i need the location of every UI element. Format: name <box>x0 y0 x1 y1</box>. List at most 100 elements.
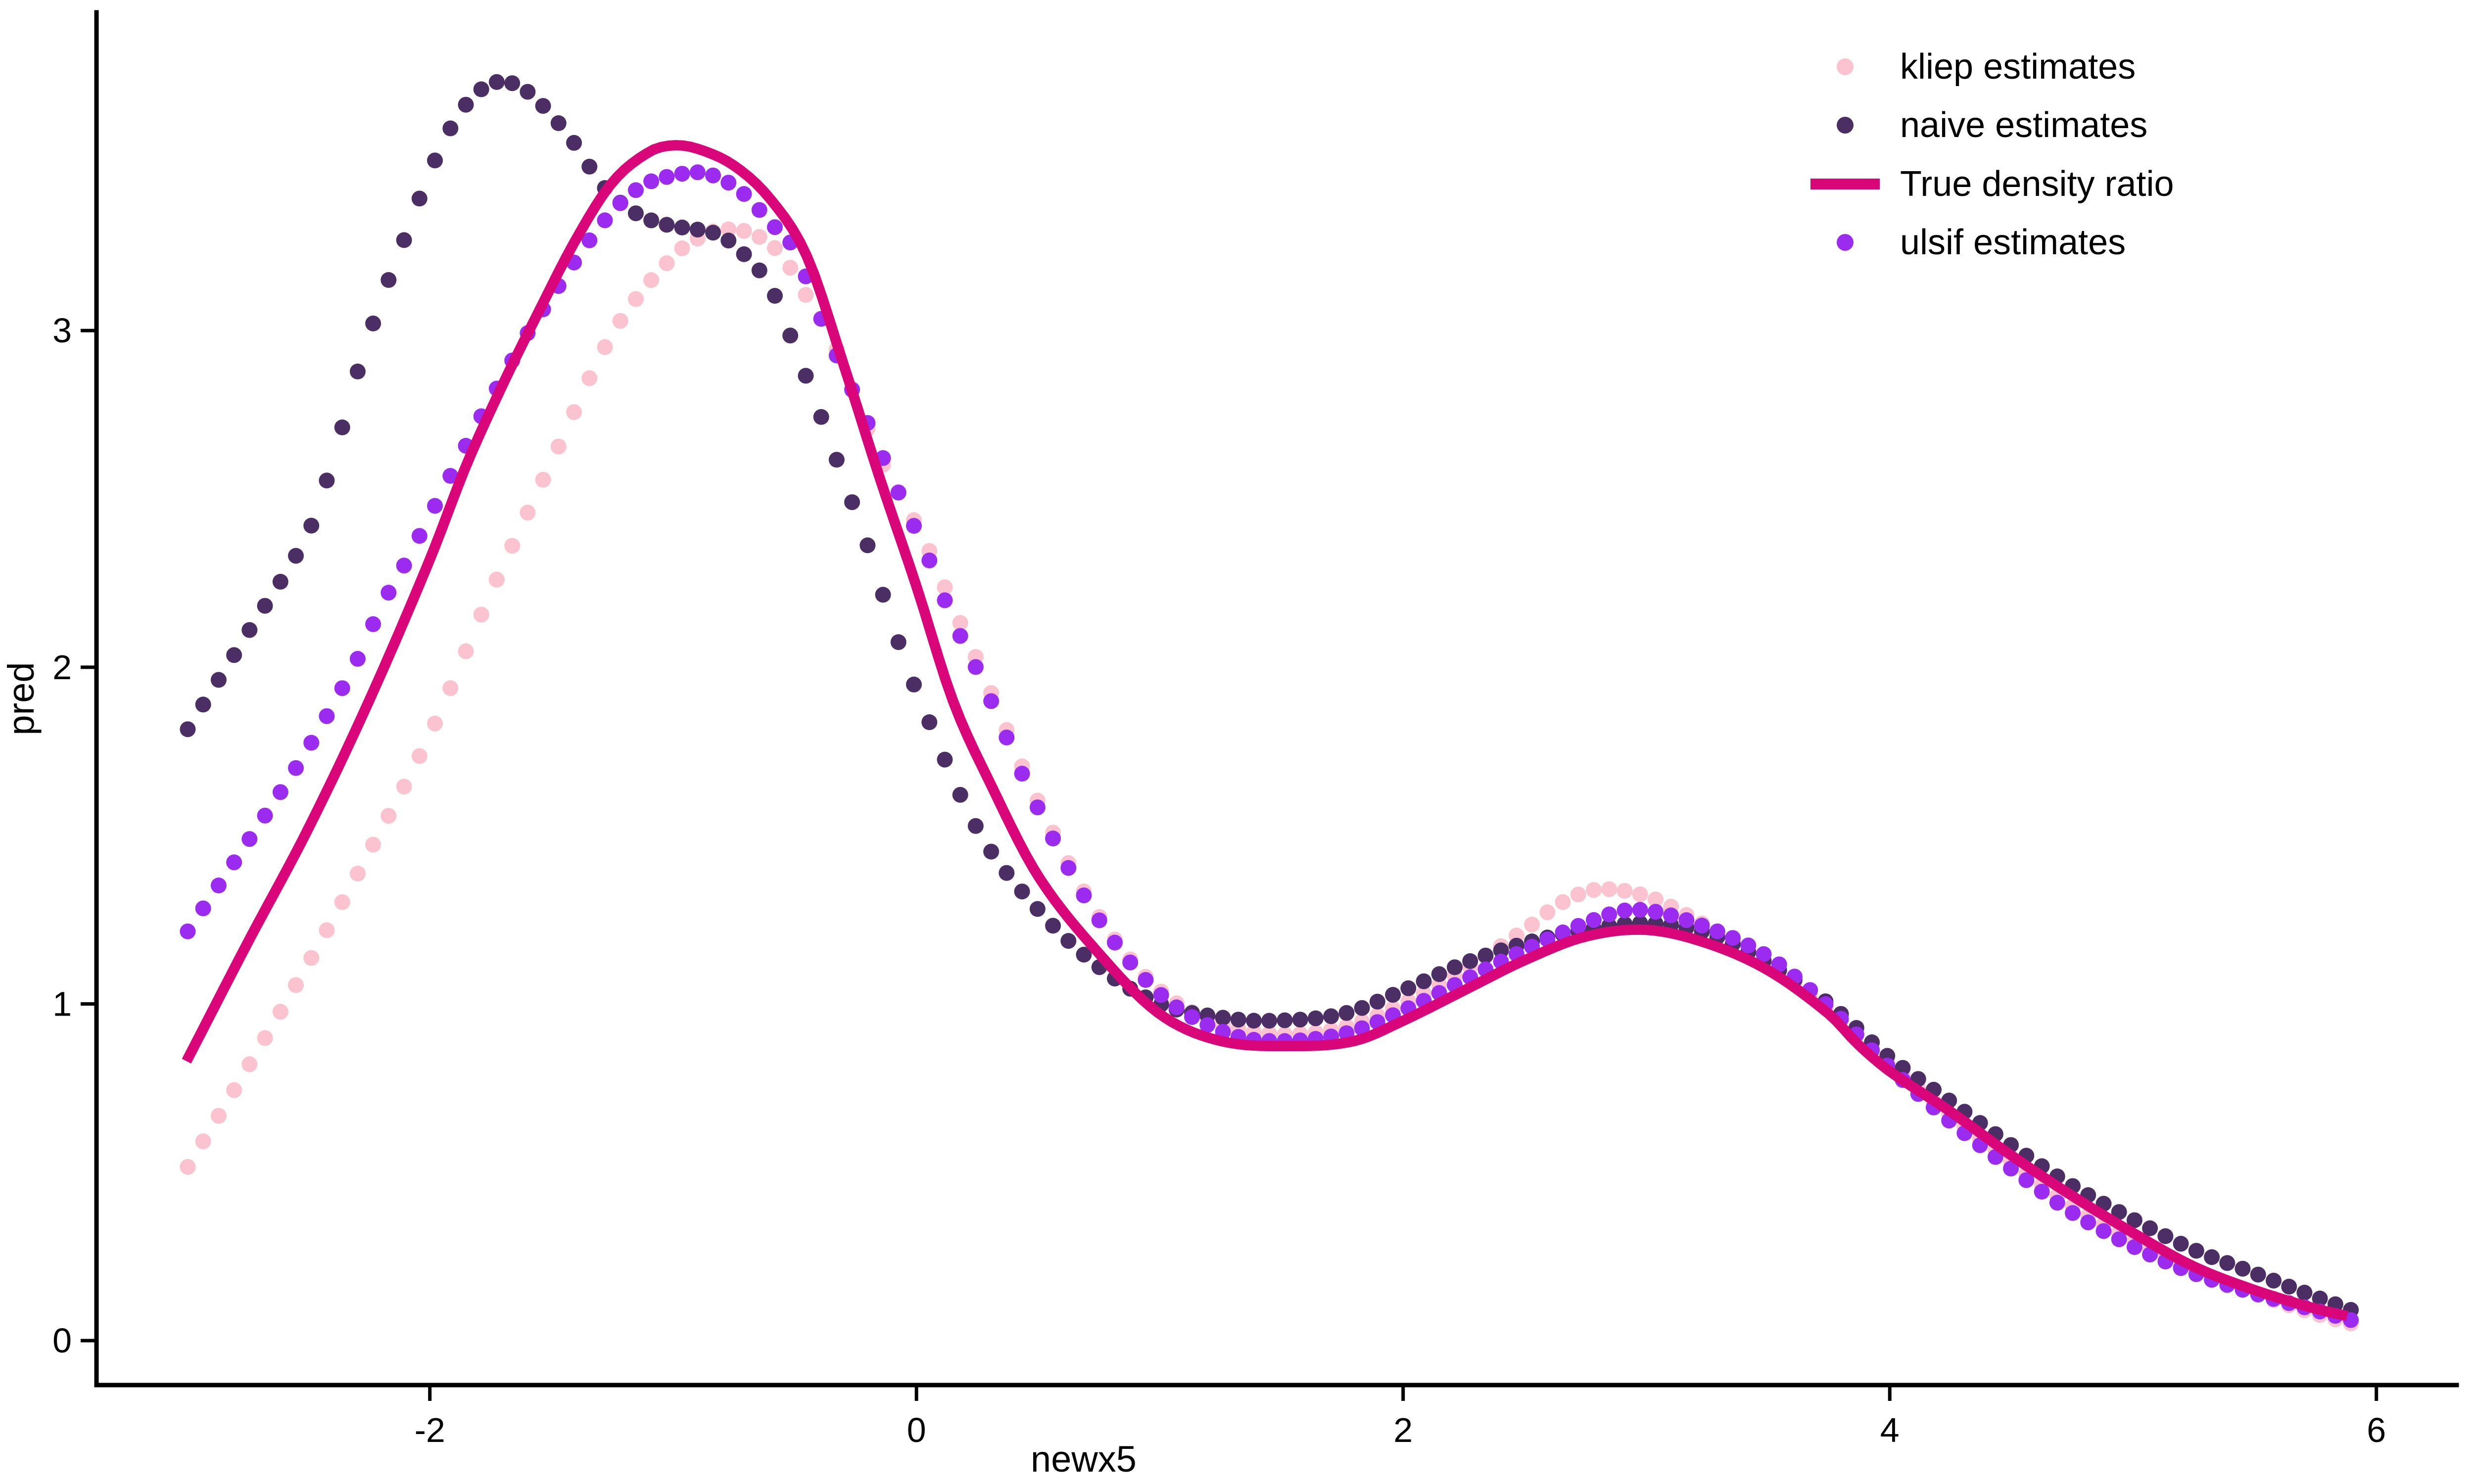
data-point <box>736 223 752 239</box>
data-point <box>1694 918 1710 934</box>
data-point <box>581 370 598 386</box>
data-point <box>365 836 381 853</box>
data-point <box>334 894 350 910</box>
data-point <box>937 751 953 768</box>
data-point <box>705 225 721 241</box>
data-point <box>1014 883 1030 900</box>
data-point <box>210 672 227 688</box>
data-point <box>303 950 320 966</box>
data-point <box>1632 902 1648 918</box>
data-point <box>906 676 922 693</box>
data-point <box>272 574 288 590</box>
data-point <box>1045 831 1061 846</box>
data-point <box>1354 1000 1370 1016</box>
data-point <box>952 615 968 631</box>
data-point <box>643 272 660 288</box>
data-point <box>1323 1008 1339 1024</box>
data-point <box>504 538 521 554</box>
data-point <box>2126 1239 2142 1255</box>
data-point <box>1307 1010 1324 1026</box>
data-point <box>1338 1005 1355 1021</box>
data-point <box>1586 912 1602 928</box>
plot-panel <box>180 74 2359 1332</box>
data-point <box>180 1159 196 1175</box>
data-point <box>2018 1172 2035 1188</box>
data-point <box>1153 987 1169 1003</box>
data-point <box>1709 923 1725 939</box>
data-point <box>674 240 690 256</box>
data-point <box>1107 934 1123 951</box>
data-point <box>319 922 335 938</box>
data-point <box>381 585 397 601</box>
data-point <box>1555 894 1571 910</box>
data-point <box>1029 901 1046 917</box>
data-point <box>1261 1013 1278 1029</box>
data-point <box>427 498 443 514</box>
data-point <box>921 553 938 568</box>
data-point <box>303 517 320 534</box>
data-point <box>798 368 814 384</box>
data-point <box>241 1056 258 1072</box>
data-point <box>226 647 242 663</box>
data-point <box>1184 1009 1200 1025</box>
data-point <box>736 186 752 202</box>
y-tick-label: 1 <box>52 985 72 1023</box>
data-point <box>550 115 567 131</box>
data-point <box>1076 946 1092 963</box>
data-point <box>967 818 984 834</box>
data-point <box>1771 956 1787 973</box>
data-point <box>1570 918 1586 934</box>
data-point <box>349 866 366 881</box>
data-point <box>890 634 906 650</box>
data-point <box>1586 882 1602 898</box>
data-point <box>767 240 783 256</box>
data-point <box>195 900 211 917</box>
data-point <box>1076 887 1092 904</box>
data-point <box>520 505 536 521</box>
data-point <box>1060 860 1077 876</box>
y-axis-title: pred <box>0 662 42 735</box>
data-point <box>1168 999 1185 1016</box>
legend-entry: kliep estimates <box>1837 47 2136 87</box>
x-tick-label: -2 <box>415 1411 445 1449</box>
data-point <box>659 169 675 185</box>
data-point <box>488 74 505 90</box>
data-point <box>210 878 227 893</box>
data-point <box>2312 1291 2328 1306</box>
data-point <box>1045 918 1061 934</box>
data-point <box>2204 1249 2220 1265</box>
legend-entry: True density ratio <box>1810 164 2174 204</box>
true-density-ratio-line <box>182 140 2348 1321</box>
data-point <box>952 628 968 644</box>
data-point <box>751 262 767 278</box>
data-point <box>319 472 335 489</box>
legend-label: ulsif estimates <box>1900 223 2126 262</box>
data-point <box>2142 1220 2158 1236</box>
data-point <box>349 650 366 667</box>
data-point <box>720 221 737 237</box>
data-point <box>983 693 999 709</box>
data-point <box>1756 946 1772 962</box>
data-point <box>473 81 489 97</box>
data-point <box>674 219 690 235</box>
data-point <box>1369 993 1385 1010</box>
data-point <box>180 923 196 939</box>
data-point <box>1060 933 1077 949</box>
data-point <box>241 622 258 638</box>
data-point <box>1617 882 1633 899</box>
x-tick-label: 4 <box>1880 1411 1900 1449</box>
data-point <box>566 404 582 420</box>
data-point <box>411 528 428 544</box>
data-point <box>1601 881 1618 897</box>
data-point <box>782 327 799 344</box>
data-point <box>319 708 335 724</box>
legend-label: naive estimates <box>1900 105 2147 145</box>
data-point <box>782 260 799 276</box>
data-point <box>689 222 706 238</box>
data-point <box>2281 1279 2297 1295</box>
data-point <box>381 808 397 824</box>
data-point <box>411 190 428 207</box>
x-tick-label: 2 <box>1393 1411 1413 1449</box>
data-point <box>1029 799 1046 816</box>
